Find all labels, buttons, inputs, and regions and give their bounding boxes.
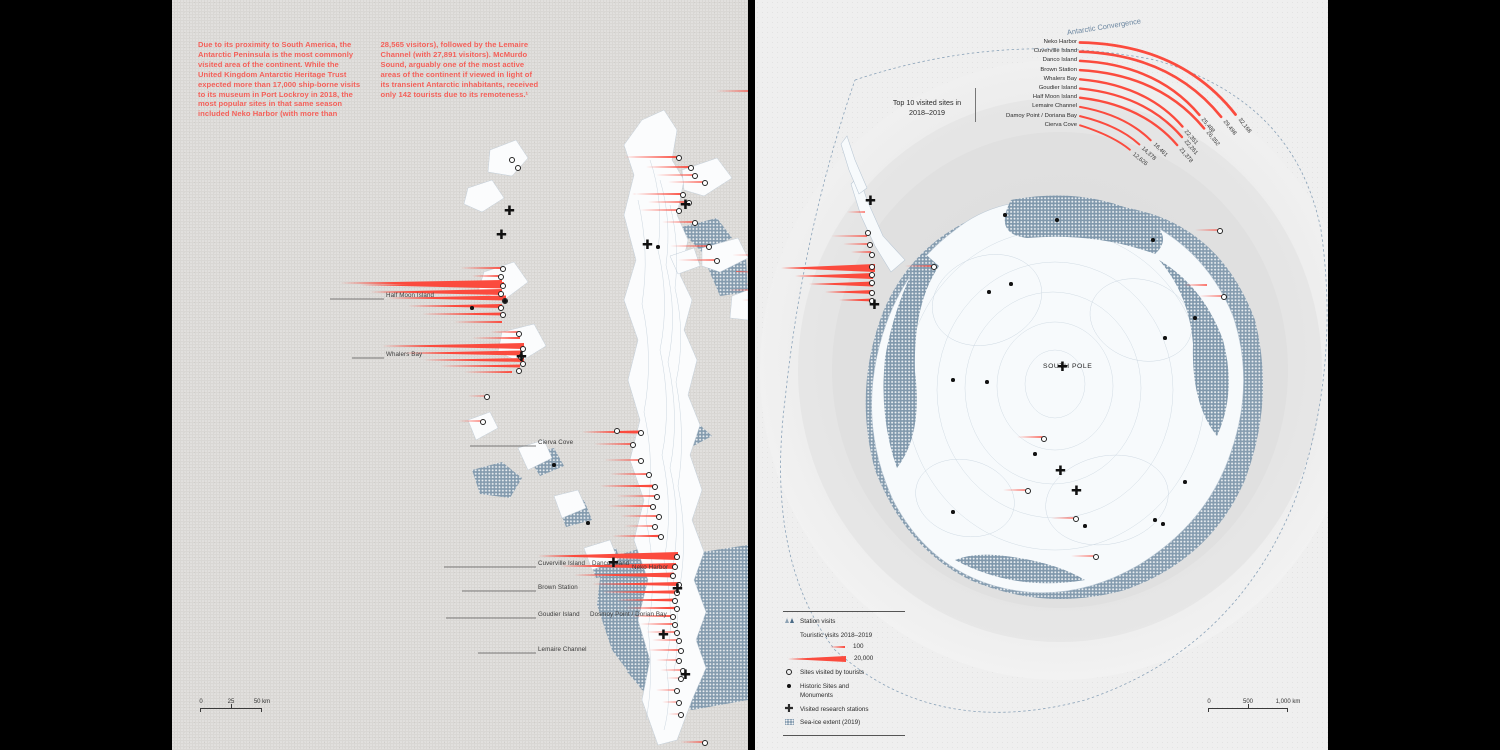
legend-row-sea-ice: Sea-ice extent (2019) — [783, 719, 905, 728]
top-10-visited-sites-chart: Top 10 visited sites in 2018–2019 Neko H… — [880, 30, 1320, 210]
map-label-neko-harbor: Neko Harbor — [632, 564, 669, 571]
top-10-divider — [975, 88, 976, 122]
filled-dot-icon — [783, 683, 795, 691]
scale-label-r-1000km: 1,000 km — [1275, 699, 1301, 705]
legend-label-station-visits: Station visits — [800, 618, 836, 625]
top10-cat-3: Brown Station — [1040, 66, 1077, 73]
map-label-lemaire-channel: Lemaire Channel — [538, 646, 587, 653]
top10-cat-2: Danco Island — [1042, 57, 1077, 64]
station-visit-triangles-icon — [783, 618, 795, 626]
ray-large-icon — [788, 655, 846, 662]
sea-ice-bays — [883, 195, 1229, 584]
top10-cat-7: Lemaire Channel — [1032, 103, 1077, 110]
ray-small-icon — [830, 646, 845, 649]
intro-column-1: Due to its proximity to South America, t… — [198, 40, 361, 119]
legend-row-ray-small: 100 — [783, 643, 905, 651]
scale-label-25: 25 — [227, 699, 235, 705]
map-label-whalers-bay: Whalers Bay — [386, 351, 423, 358]
top10-cat-9: Cierva Cove — [1044, 121, 1077, 128]
peninsula-map-graphics — [172, 0, 748, 750]
map-label-cierva-cove: Cierva Cove — [538, 439, 574, 446]
top10-bar-0 — [1078, 41, 1237, 116]
south-pole-label: SOUTH POLE — [1043, 363, 1093, 370]
map-legend: Station visits Touristic visits 2018–201… — [783, 607, 905, 737]
top10-cat-1: Cuverville Island — [1033, 48, 1077, 55]
map-label-goudier-island: Goudier Island — [538, 611, 580, 618]
intro-column-2: 28,565 visitors), followed by the Lemair… — [380, 40, 539, 99]
legend-row-sites-visited: Sites visited by tourists — [783, 669, 905, 678]
legend-row-station-visits: Station visits — [783, 618, 905, 626]
legend-label-ray-small: 100 — [853, 643, 864, 651]
top10-bar-3 — [1078, 68, 1206, 130]
top10-cat-6: Half Moon Island — [1032, 94, 1077, 101]
legend-label-sea-ice: Sea-ice extent (2019) — [800, 719, 861, 727]
open-circle-icon — [783, 669, 795, 678]
legend-label-touristic-visits: Touristic visits 2018–2019 — [800, 631, 873, 639]
legend-label-research-stations: Visited research stations — [800, 705, 869, 713]
scale-label-0: 0 — [199, 699, 203, 705]
top-10-curved-bars — [1078, 41, 1237, 151]
top10-bar-9 — [1079, 124, 1131, 151]
antarctica-landmass — [840, 135, 1244, 593]
scale-label-r-0: 0 — [1207, 699, 1211, 705]
legend-top-rule — [783, 611, 905, 612]
peninsula-landmass — [463, 109, 748, 746]
top10-bar-4 — [1078, 78, 1184, 128]
top10-cat-4: Whalers Bay — [1043, 75, 1077, 82]
legend-row-historic-sites: Historic Sites and Monuments — [783, 683, 905, 700]
legend-bottom-rule — [783, 735, 905, 737]
tourism-ray-group — [340, 90, 748, 743]
continent-map-graphics — [760, 48, 1328, 713]
map-label-damoy-point-dorian-bay: Dosmoy Point / Dorian Bay — [590, 611, 667, 618]
top-10-chart-title: Top 10 visited sites in 2018–2019 — [892, 98, 962, 117]
legend-label-historic-sites: Historic Sites and Monuments — [800, 683, 849, 699]
legend-row-touristic-visits: Touristic visits 2018–2019 — [783, 632, 905, 640]
sea-ice-swatch-icon — [783, 719, 795, 728]
legend-row-research-stations: ✚ Visited research stations — [783, 702, 905, 715]
legend-row-ray-large: 20,000 — [783, 655, 905, 663]
map-label-danco-island: Danco Island — [592, 560, 630, 567]
top10-cat-5: Goudier Island — [1038, 84, 1077, 91]
top10-bar-2 — [1078, 59, 1201, 117]
scale-bar-right: 0 500 1,000 km — [1207, 699, 1300, 716]
plus-marker-icon: ✚ — [784, 702, 794, 715]
top10-bar-8 — [1079, 115, 1141, 146]
intro-text-block: Due to its proximity to South America, t… — [198, 40, 543, 119]
top10-cat-0: Neko Harbor — [1043, 39, 1077, 45]
legend-label-ray-large: 20,000 — [854, 654, 874, 662]
scale-bar-left: 0 25 50 km — [199, 699, 270, 716]
label-leader-lines — [330, 298, 536, 654]
top-10-category-labels: Neko Harbor Cuverville Island Danco Isla… — [980, 38, 1077, 130]
top10-bar-5 — [1078, 87, 1184, 139]
top10-bar-7 — [1078, 105, 1152, 142]
legend-label-sites-visited: Sites visited by tourists — [800, 669, 865, 677]
map-label-cuverville-island: Cuverville Island — [538, 560, 586, 567]
top10-cat-8: Damoy Point / Doriana Bay — [1005, 112, 1077, 119]
top10-bar-1 — [1078, 50, 1223, 119]
map-label-brown-station: Brown Station — [538, 584, 578, 591]
scale-label-50km: 50 km — [253, 699, 271, 705]
top10-bar-6 — [1078, 96, 1179, 147]
scale-label-r-500: 500 — [1242, 699, 1254, 705]
elevation-contours — [637, 159, 684, 731]
map-label-half-moon-island: Half Moon Island — [386, 292, 435, 299]
tourism-ray-group-right — [781, 211, 1223, 557]
antarctic-convergence-line — [780, 48, 1328, 713]
